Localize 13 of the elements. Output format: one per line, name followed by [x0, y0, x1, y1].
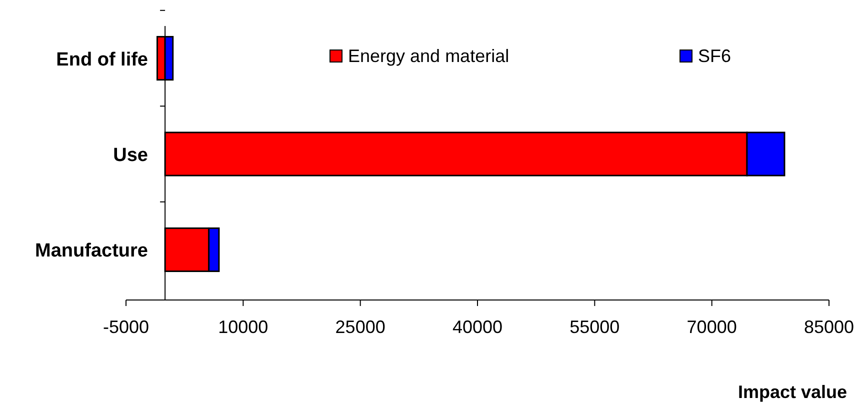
- x-tick-label: 70000: [686, 317, 737, 337]
- y-tick-label: Use: [113, 145, 148, 166]
- x-tick-label: 55000: [570, 317, 620, 337]
- x-tick-label: -5000: [102, 317, 150, 337]
- legend-label: Energy and material: [348, 46, 510, 66]
- legend-label: SF6: [698, 46, 732, 66]
- x-tick-label: 85000: [804, 317, 854, 337]
- y-tick-label: End of life: [56, 49, 148, 70]
- x-tick-label: 10000: [218, 317, 268, 337]
- x-tick-label: 40000: [452, 317, 503, 337]
- x-tick-label: 25000: [335, 317, 386, 337]
- y-tick-label: Manufacture: [35, 240, 148, 262]
- x-axis-title: Impact value: [738, 382, 847, 402]
